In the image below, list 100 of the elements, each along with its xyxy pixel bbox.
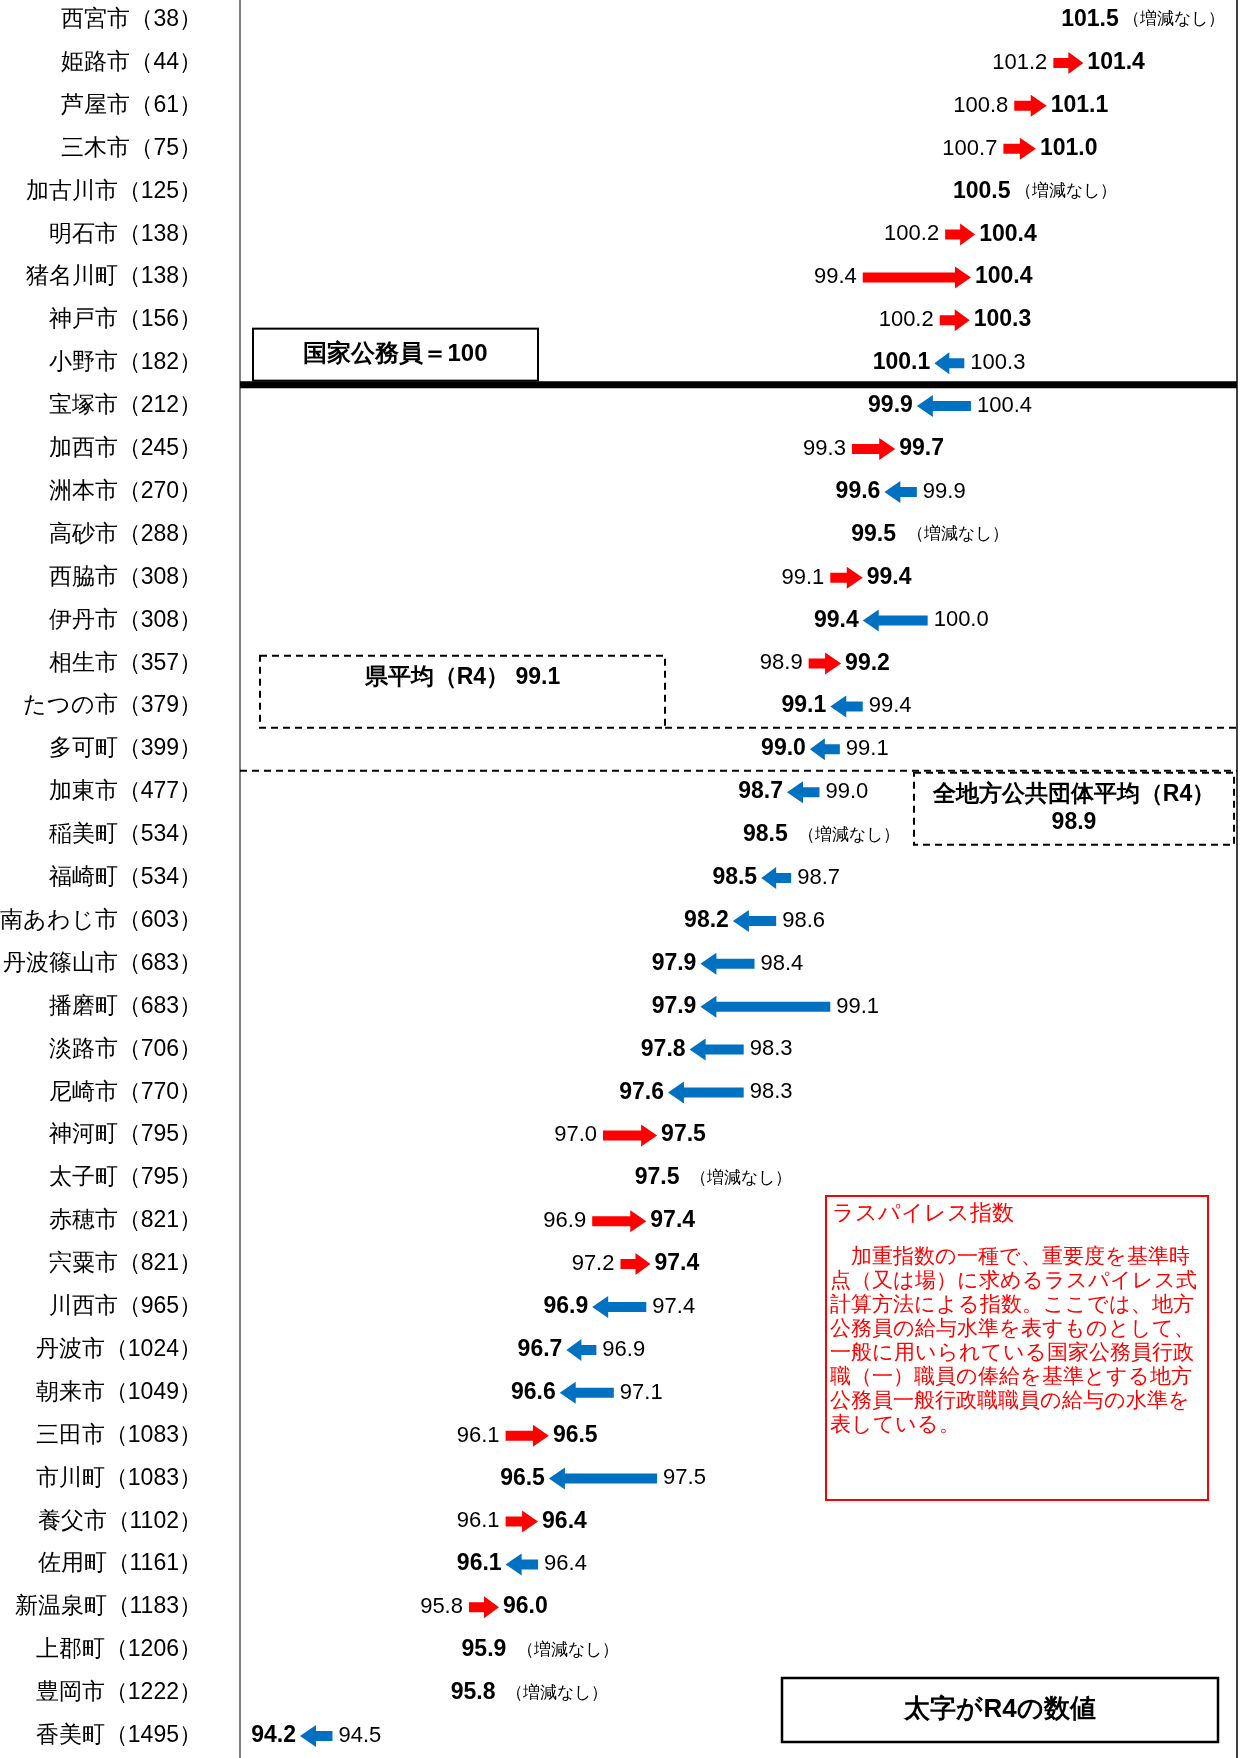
text: （増減なし） [506,1682,609,1702]
data-label: 98.2 [684,905,729,932]
category-label: 洲本市（270） [48,476,202,503]
data-label: 96.7 [517,1334,563,1361]
text: 全地方公共団体平均（R4） 98.9 [932,779,1216,834]
data-label: 95.8 [420,1593,463,1619]
data-label: 97.9 [651,948,697,975]
data-label: 96.1 [456,1507,500,1533]
data-label: 99.5 [851,519,897,546]
category-label: 太子町（795） [48,1163,202,1190]
data-label: 100.7 [942,134,998,160]
data-label: 95.8 [450,1678,496,1705]
data-label: 97.4 [654,1249,700,1276]
data-label: 99.7 [899,434,944,461]
data-label: 99.0 [761,734,806,761]
data-label: 100.4 [979,219,1037,246]
data-label: 100.8 [953,91,1009,117]
data-label: 96.9 [543,1207,587,1233]
data-label: 96.5 [500,1463,546,1490]
data-label: 98.9 [759,649,803,675]
data-label: 94.5 [338,1721,382,1747]
data-label: 101.1 [1050,90,1109,117]
data-label: 96.4 [544,1550,587,1576]
data-label: 95.9 [461,1635,507,1662]
data-label: 96.6 [510,1377,556,1404]
text: 加重指数の一種で、重要度を基準時点（又は場）に求めるラスパイレス式計算方法による指数。ここでは、地方公務員の給与水準を表すものとして、一般に用いられている国家公務員行政職（一）職員の俸給を基準とする地方公務員一般行政職職員の給与の水準を表している。 [830,1244,1198,1436]
data-label: 99.1 [781,563,825,589]
data-label: 97.0 [554,1121,598,1147]
category-label: 西脇市（308） [48,562,202,589]
category-label: 朝来市（1049） [35,1377,202,1404]
data-label: 98.7 [738,777,783,804]
data-label: 97.4 [652,1292,696,1318]
data-label: 97.5 [661,1120,707,1147]
category-label: 稲美町（534） [48,820,202,847]
text: （増減なし） [516,1639,619,1659]
category-label: 西宮市（38） [61,5,202,32]
data-label: 98.3 [749,1078,793,1104]
category-label: 加東市（477） [48,777,202,804]
data-label: 99.9 [868,391,913,418]
category-label: 宍粟市（821） [48,1249,202,1276]
category-label: 佐用町（1161） [37,1549,202,1576]
category-label: 新温泉町（1183） [14,1592,202,1619]
category-label: 姫路市（44） [61,47,202,74]
category-label: 神河町（795） [48,1120,202,1147]
data-label: 100.5 [953,176,1011,203]
data-label: 96.5 [552,1420,598,1447]
data-label: 99.0 [825,778,869,804]
data-label: 98.5 [742,820,788,847]
category-label: 川西市（965） [48,1292,202,1319]
category-label: 赤穂市（821） [48,1206,202,1233]
category-label: 加西市（245） [48,434,202,461]
data-label: 100.1 [872,348,931,375]
category-label: 相生市（357） [48,648,202,675]
text: 県平均（R4） 99.1 [364,662,561,689]
data-label: 96.1 [456,1549,502,1576]
data-label: 96.9 [543,1292,589,1319]
data-label: 101.2 [992,48,1048,74]
data-label: 97.5 [634,1163,680,1190]
category-label: 淡路市（706） [48,1034,202,1061]
data-label: 97.8 [640,1034,686,1061]
data-label: 98.3 [749,1035,793,1061]
category-label: たつの市（379） [22,691,202,718]
category-label: 福崎町（534） [48,863,202,890]
category-label: 猪名川町（138） [25,262,202,289]
data-label: 99.1 [845,735,889,761]
data-label: 99.4 [813,605,859,632]
data-label: 100.2 [884,220,940,246]
data-label: 97.5 [663,1464,706,1490]
data-label: 98.7 [797,863,840,889]
data-label: 99.6 [835,476,881,503]
data-label: 100.2 [878,306,934,332]
category-label: 宝塚市（212） [48,391,202,418]
data-label: 96.9 [602,1335,646,1361]
text: （増減なし） [906,524,1009,544]
category-label: 三田市（1083） [35,1420,202,1447]
category-label: 丹波篠山市（683） [2,948,202,975]
data-label: 99.2 [845,648,890,675]
category-label: 丹波市（1024） [35,1334,202,1361]
category-label: 尼崎市（770） [48,1077,202,1104]
data-label: 101.0 [1039,133,1098,160]
category-label: 伊丹市（308） [48,605,202,632]
data-label: 98.6 [782,906,825,932]
data-label: 99.1 [781,691,827,718]
data-label: 100.3 [973,305,1032,332]
data-label: 101.4 [1087,47,1146,74]
data-label: 101.5 [1061,5,1119,32]
text: （増減なし） [1123,9,1225,29]
category-label: 多可町（399） [48,734,202,761]
category-label: 南あわじ市（603） [0,905,202,932]
data-label: 96.4 [542,1506,588,1533]
data-label: 100.4 [976,391,1033,417]
data-label: 99.4 [868,692,912,718]
category-label: 加古川市（125） [25,176,202,203]
data-label: 96.0 [502,1592,548,1619]
text: （増減なし） [1014,181,1117,201]
category-label: 市川町（1083） [35,1463,202,1490]
data-label: 99.9 [922,477,966,503]
category-label: 神戸市（156） [48,305,202,332]
category-label: 小野市（182） [48,348,202,375]
category-label: 明石市（138） [48,219,202,246]
